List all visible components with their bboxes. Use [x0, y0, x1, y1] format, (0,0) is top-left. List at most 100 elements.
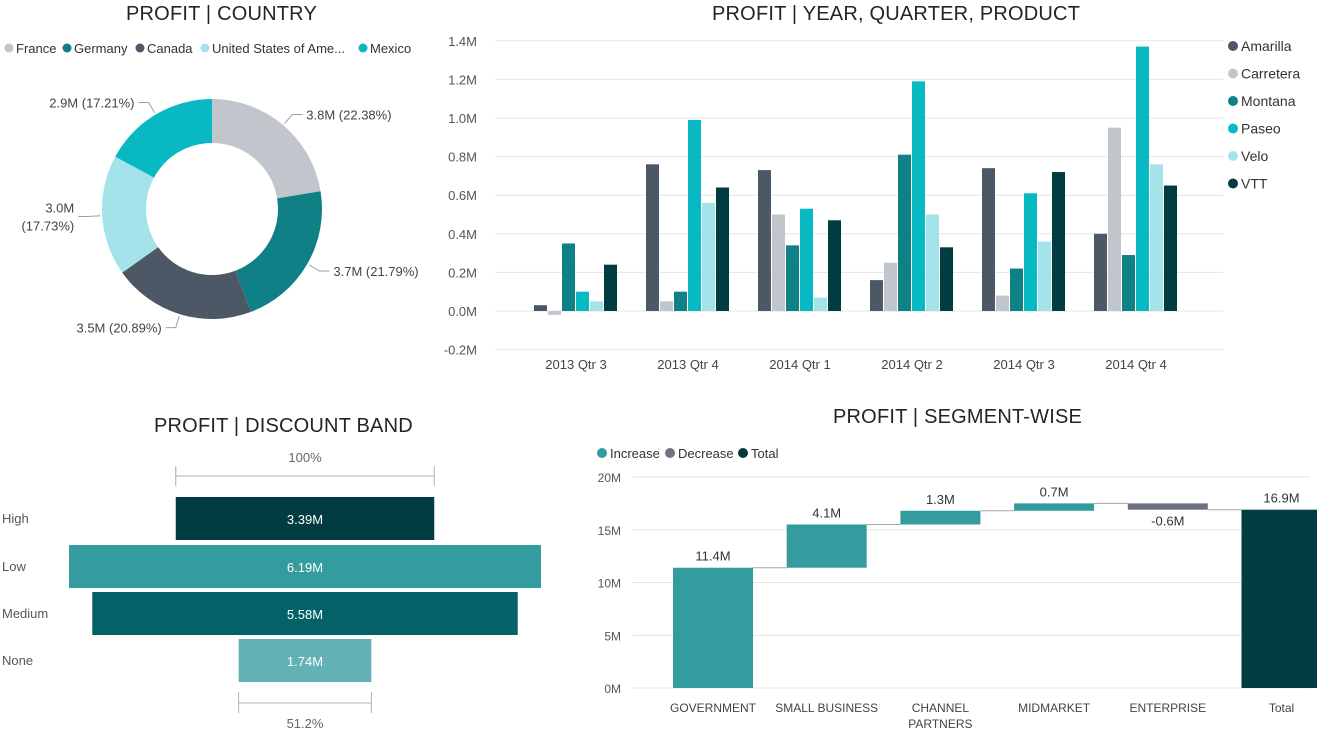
legend-label-paseo: Paseo	[1241, 121, 1281, 137]
donut-data-label-1: 3.7M (21.79%)	[333, 264, 418, 279]
donut-data-label-3: (17.73%)	[21, 218, 74, 233]
x-tick-label-5: 2014 Qtr 4	[1105, 357, 1166, 372]
legend-marker-2	[135, 43, 145, 53]
legend-marker-decrease	[665, 448, 675, 458]
bar-paseo-5[interactable]	[1136, 46, 1149, 312]
bar-carretera-5[interactable]	[1108, 127, 1121, 312]
waterfall-bar-5[interactable]	[1241, 509, 1317, 688]
waterfall-bar-1[interactable]	[786, 524, 867, 568]
donut-leader-3	[78, 215, 101, 217]
funnel-category-label-none: None	[2, 653, 33, 668]
y-tick-label-0: -0.2M	[444, 343, 477, 358]
y-tick-label-3: 15M	[598, 524, 621, 538]
donut-slice-2[interactable]	[122, 247, 251, 319]
donut-slice-0[interactable]	[212, 99, 321, 199]
donut-slice-4[interactable]	[115, 99, 212, 178]
bar-velo-1[interactable]	[702, 202, 715, 311]
funnel-category-label-low: Low	[2, 559, 26, 574]
funnel-bar-none[interactable]	[238, 639, 372, 682]
legend-label-1: Germany	[74, 41, 128, 56]
bar-carretera-3[interactable]	[884, 262, 897, 311]
bar-velo-3[interactable]	[926, 214, 939, 312]
waterfall-bar-0[interactable]	[673, 567, 753, 688]
country-chart-title: PROFIT | COUNTRY	[126, 3, 318, 25]
legend-marker-amarilla	[1228, 41, 1238, 51]
y-tick-label-2: 10M	[598, 577, 621, 591]
bar-amarilla-0[interactable]	[534, 305, 547, 311]
product-column-chart[interactable]: -0.2M 0.0M 0.2M 0.4M 0.6M 0.8M 1.0M 1.2M 1.4M 201…	[425, 0, 1317, 390]
waterfall-bar-2[interactable]	[900, 510, 981, 525]
bar-paseo-4[interactable]	[1024, 193, 1037, 311]
discount-funnel-chart[interactable]: 100% 3.39M High 6.19M Low 5.58M Medium 1.74M Non…	[0, 400, 560, 737]
y-tick-label-5: 0.8M	[448, 150, 477, 165]
y-tick-label-4: 0.6M	[448, 188, 477, 203]
bar-vtt-0[interactable]	[604, 264, 617, 311]
legend-marker-1	[62, 43, 72, 53]
bar-vtt-5[interactable]	[1164, 185, 1177, 311]
funnel-bar-medium[interactable]	[92, 592, 518, 635]
bar-vtt-4[interactable]	[1052, 172, 1065, 311]
bar-paseo-0[interactable]	[576, 291, 589, 311]
bar-carretera-1[interactable]	[660, 301, 673, 311]
bar-montana-4[interactable]	[1010, 268, 1023, 311]
bar-vtt-1[interactable]	[716, 187, 729, 311]
top-percent-label: 100%	[288, 450, 322, 465]
bar-carretera-2[interactable]	[772, 214, 785, 312]
legend-marker-increase	[597, 448, 607, 458]
segment-waterfall-chart[interactable]: Increase Decrease Total 0M 5M 10M 15M 20M 11.4M G…	[560, 400, 1317, 737]
legend-label-decrease: Decrease	[678, 446, 734, 461]
bar-vtt-2[interactable]	[828, 220, 841, 311]
donut-data-label-3: 3.0M	[45, 200, 74, 215]
bar-montana-0[interactable]	[562, 243, 575, 311]
legend-marker-total	[738, 448, 748, 458]
waterfall-data-label-4: -0.6M	[1151, 514, 1184, 529]
discount-funnel-panel: PROFIT | DISCOUNT BAND 100% 3.39M High 6.19…	[0, 400, 560, 737]
bar-vtt-3[interactable]	[940, 247, 953, 311]
legend-label-carretera: Carretera	[1241, 66, 1300, 82]
waterfall-bar-3[interactable]	[1014, 503, 1095, 511]
legend-label-montana: Montana	[1241, 93, 1296, 109]
bar-paseo-2[interactable]	[800, 208, 813, 311]
bar-amarilla-2[interactable]	[758, 170, 771, 311]
bar-amarilla-5[interactable]	[1094, 233, 1107, 311]
bar-velo-5[interactable]	[1150, 164, 1163, 311]
segment-waterfall-panel: PROFIT | SEGMENT-WISE Increase Decrease To…	[560, 400, 1317, 737]
bar-paseo-3[interactable]	[912, 81, 925, 311]
donut-slice-3[interactable]	[101, 156, 159, 273]
funnel-category-label-medium: Medium	[2, 606, 48, 621]
bar-velo-4[interactable]	[1038, 241, 1051, 311]
bar-amarilla-1[interactable]	[646, 164, 659, 311]
legend-marker-0	[4, 43, 14, 53]
y-tick-label-1: 5M	[604, 629, 621, 643]
legend-marker-montana	[1228, 96, 1238, 106]
x-tick-label-0: GOVERNMENT	[670, 701, 757, 715]
legend-label-3: United States of Ame...	[212, 41, 345, 56]
bar-amarilla-3[interactable]	[870, 280, 883, 311]
funnel-bar-low[interactable]	[69, 545, 541, 588]
bar-carretera-4[interactable]	[996, 295, 1009, 311]
x-tick-label-2: CHANNEL	[912, 701, 970, 715]
bar-montana-3[interactable]	[898, 154, 911, 311]
bar-paseo-1[interactable]	[688, 119, 701, 312]
bar-amarilla-4[interactable]	[982, 168, 995, 311]
legend-label-total: Total	[751, 446, 779, 461]
bar-velo-0[interactable]	[590, 301, 603, 311]
waterfall-bar-4[interactable]	[1127, 503, 1208, 510]
donut-leader-2	[165, 315, 180, 329]
donut-data-label-0: 3.8M (22.38%)	[306, 108, 391, 123]
bar-montana-2[interactable]	[786, 245, 799, 311]
bar-carretera-0[interactable]	[548, 311, 561, 315]
legend-marker-paseo	[1228, 123, 1238, 134]
bar-montana-1[interactable]	[674, 291, 687, 311]
y-tick-label-0: 0M	[604, 682, 621, 696]
legend-marker-velo	[1228, 151, 1238, 161]
donut-leader-0	[284, 114, 303, 124]
country-donut-chart[interactable]: France Germany Canada United States of Ame.…	[0, 0, 425, 390]
donut-slice-1[interactable]	[235, 191, 322, 312]
funnel-bar-high[interactable]	[175, 497, 435, 540]
x-tick-label-3: MIDMARKET	[1018, 701, 1091, 715]
bar-velo-2[interactable]	[814, 297, 827, 311]
product-column-panel: PROFIT | YEAR, QUARTER, PRODUCT -0.2M 0.0…	[425, 0, 1317, 390]
legend-marker-vtt	[1228, 178, 1238, 189]
bar-montana-5[interactable]	[1122, 255, 1135, 311]
